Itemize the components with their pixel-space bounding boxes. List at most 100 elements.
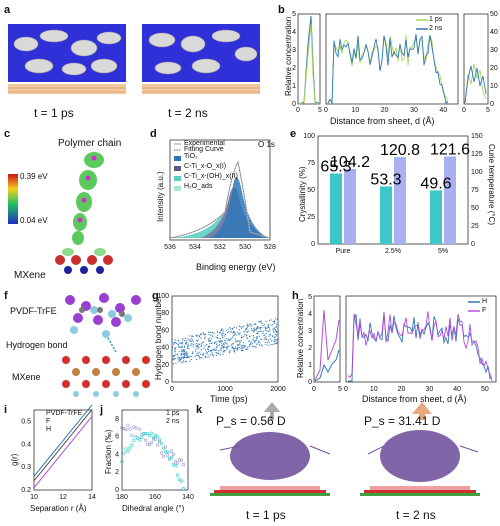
x-tick-label: 14	[88, 494, 96, 501]
scatter-point	[233, 330, 235, 332]
y-tick-label: 40	[161, 345, 169, 352]
scatter-point	[180, 356, 182, 359]
scatter-point	[259, 330, 261, 333]
scatter-point	[222, 353, 224, 355]
scatter-point	[220, 334, 223, 336]
scatter-point	[263, 324, 266, 326]
scatter-point-1ps	[120, 426, 124, 430]
scatter-point	[220, 330, 222, 332]
scatter-point	[232, 327, 234, 329]
scatter-point	[260, 338, 263, 341]
scatter-point	[208, 331, 210, 333]
scatter-point	[253, 323, 255, 325]
scatter-point	[172, 357, 175, 359]
scatter-point	[263, 338, 265, 340]
panel-j-legend-1: 2 ns	[166, 418, 180, 425]
scatter-point	[221, 342, 223, 344]
scatter-point	[254, 340, 256, 342]
scatter-point	[249, 344, 251, 346]
scatter-point	[227, 331, 229, 334]
panel-j-legend-0: 1 ps	[166, 410, 180, 417]
scatter-point	[174, 347, 176, 350]
scatter-point	[241, 327, 243, 329]
scatter-point	[274, 335, 276, 338]
panel-d-legend-3: C-Ti_x-O_x(I)	[184, 163, 227, 170]
scatter-point-2ns	[158, 438, 162, 442]
scatter-point	[212, 355, 214, 357]
scatter-point-1ps	[144, 438, 148, 442]
scatter-point	[231, 347, 233, 349]
y-tick-label: 25	[307, 214, 315, 221]
scatter-point	[224, 333, 227, 335]
scatter-point	[276, 338, 278, 341]
scatter-point	[220, 350, 222, 352]
scatter-point	[171, 338, 173, 341]
scatter-point	[200, 353, 202, 355]
scatter-point	[239, 341, 241, 343]
scatter-point	[262, 332, 264, 334]
scatter-point	[217, 334, 219, 336]
x-tick-label: 0	[324, 107, 328, 114]
scatter-point	[195, 344, 197, 346]
scatter-point	[269, 330, 271, 332]
scatter-point	[263, 334, 266, 336]
scatter-point	[222, 335, 224, 337]
y-tick-label: 4	[292, 29, 296, 36]
panel-d-title: O 1s	[258, 140, 275, 149]
scatter-point-1ps	[150, 440, 154, 445]
scatter-point	[274, 336, 276, 339]
x-tick-label: 10	[370, 386, 378, 393]
y-tick-label: 20	[161, 362, 169, 369]
y-tick-label: 5	[308, 294, 312, 301]
scatter-point-2ns	[130, 443, 134, 447]
panel-d-legend-1: Fitting Curve	[184, 146, 224, 153]
panel-b-legend-1: 1 ps	[429, 16, 443, 23]
scatter-point	[171, 351, 173, 353]
panel-g-ylabel: Hydrogen bond number	[154, 295, 163, 380]
scatter-point	[239, 332, 241, 334]
panel-i-chart: 10 12 14 0.2 0.3 0.4 0.5	[21, 404, 96, 501]
scatter-point	[183, 349, 185, 351]
scatter-point	[184, 353, 186, 355]
scatter-point	[204, 355, 206, 358]
scatter-point	[195, 354, 197, 356]
scatter-point	[173, 342, 176, 344]
y-tick-label: 20	[490, 65, 498, 72]
x-tick-label: 0	[296, 107, 300, 114]
scatter-point	[260, 321, 262, 323]
scatter-point	[181, 349, 183, 351]
scatter-point	[180, 361, 183, 363]
scatter-point	[229, 350, 231, 352]
scatter-point	[203, 347, 205, 349]
scatter-point	[185, 340, 187, 342]
scatter-point-1ps	[152, 437, 156, 441]
scatter-point	[265, 338, 267, 340]
y-tick-label: 5	[292, 11, 296, 18]
scatter-point	[230, 337, 232, 339]
scatter-point	[254, 323, 257, 325]
scatter-point	[255, 329, 257, 331]
panel-k-ps-right: P_s = 31.41 D	[364, 414, 441, 428]
scatter-point	[234, 347, 236, 350]
scatter-point	[198, 335, 201, 337]
scatter-point	[181, 341, 184, 344]
scatter-point	[238, 329, 240, 331]
x-tick-label: 40	[439, 107, 447, 114]
scatter-point	[224, 349, 226, 352]
scatter-point	[245, 328, 247, 330]
scatter-point	[252, 338, 254, 340]
scatter-point	[177, 356, 179, 358]
scatter-point	[174, 341, 177, 344]
scatter-point	[174, 357, 176, 359]
scatter-point	[207, 354, 209, 356]
scatter-point	[257, 330, 259, 333]
scatter-point	[241, 348, 243, 350]
scatter-point	[208, 333, 210, 336]
scatter-point	[236, 339, 238, 342]
scatter-point	[270, 319, 272, 321]
panel-g-xlabel: Time (ps)	[210, 394, 248, 404]
scatter-point	[274, 317, 277, 320]
scatter-point	[264, 337, 266, 339]
y-tick-label-right: 75	[471, 187, 479, 194]
